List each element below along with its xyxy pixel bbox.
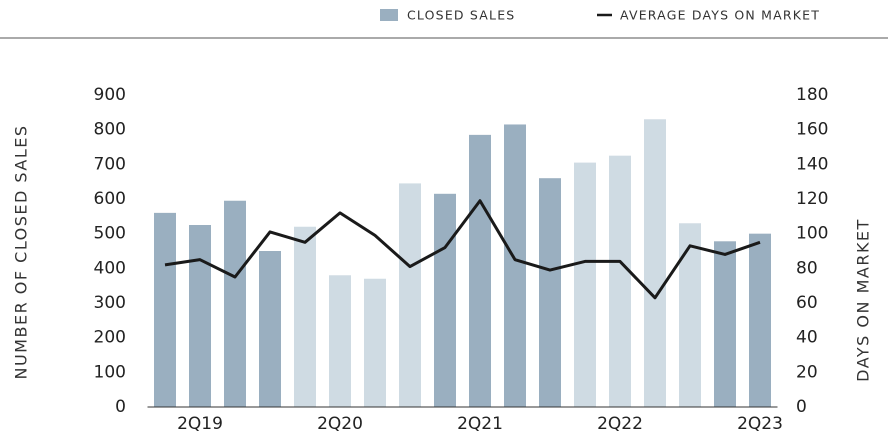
bar — [679, 223, 701, 407]
y2-tick-label: 40 — [796, 328, 818, 348]
bar — [504, 124, 526, 407]
y-tick-label: 700 — [94, 154, 126, 174]
y2-tick-label: 0 — [796, 397, 807, 417]
bar — [539, 178, 561, 407]
bar — [294, 226, 316, 407]
bar — [574, 162, 596, 407]
bar — [644, 119, 666, 408]
x-tick-label: 2Q22 — [597, 414, 643, 434]
bar — [329, 275, 351, 407]
legend-label: AVERAGE DAYS ON MARKET — [620, 8, 820, 23]
line — [164, 199, 761, 300]
bar — [714, 241, 736, 407]
x-tick-label: 2Q19 — [177, 414, 223, 434]
bar — [399, 183, 421, 407]
y-tick-label: 100 — [94, 362, 126, 382]
y-tick-label: 400 — [94, 258, 126, 278]
y2-tick-label: 140 — [796, 154, 828, 174]
y2-tick-label: 80 — [796, 258, 818, 278]
x-tick-label: 2Q21 — [457, 414, 503, 434]
bar — [749, 233, 771, 407]
y-tick-label: 800 — [94, 120, 126, 140]
y2-tick-label: 100 — [796, 224, 828, 244]
x-tick-label: 2Q20 — [317, 414, 363, 434]
y-tick-label: 600 — [94, 189, 126, 209]
y2-axis-title: DAYS ON MARKET — [854, 218, 873, 382]
y2-tick-label: 120 — [796, 189, 828, 209]
legend-swatch-bar — [380, 9, 398, 21]
y2-tick-label: 180 — [796, 85, 828, 105]
bar — [434, 193, 456, 407]
bar — [224, 200, 246, 407]
bar — [364, 278, 386, 407]
y-tick-label: 200 — [94, 328, 126, 348]
bar — [469, 134, 491, 407]
y-tick-label: 300 — [94, 293, 126, 313]
bar — [154, 212, 176, 407]
y2-tick-label: 160 — [796, 120, 828, 140]
y-tick-label: 0 — [115, 397, 126, 417]
legend-label: CLOSED SALES — [407, 8, 515, 23]
y2-tick-label: 20 — [796, 362, 818, 382]
x-tick-label: 2Q23 — [737, 414, 783, 434]
bar — [259, 251, 281, 407]
y-axis-title: NUMBER OF CLOSED SALES — [12, 124, 31, 379]
y-tick-label: 500 — [94, 224, 126, 244]
y2-tick-label: 60 — [796, 293, 818, 313]
bar — [609, 155, 631, 407]
y-tick-label: 900 — [94, 85, 126, 105]
bar — [189, 225, 211, 407]
